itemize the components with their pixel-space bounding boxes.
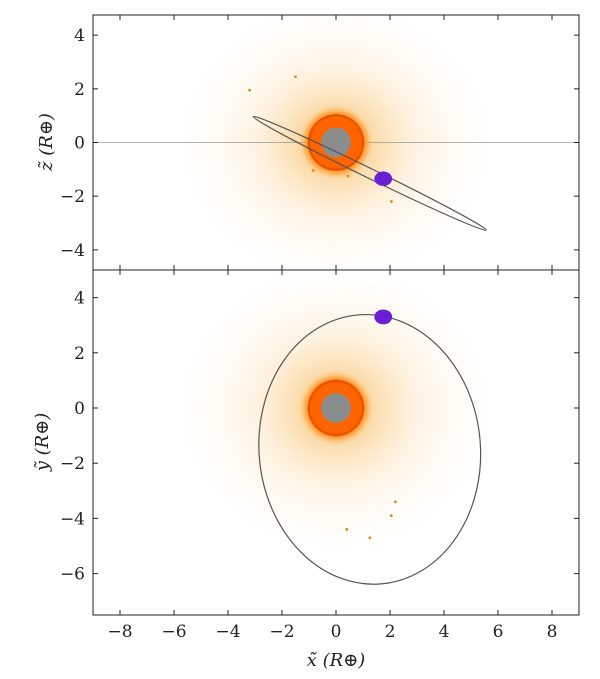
y-tick-label: −2 [60, 187, 85, 207]
bottom-x-axis-label: x̃ (R⊕) [307, 650, 366, 671]
bottom-y-ticks: 4 2 0 −2 −4 −6 [60, 289, 579, 585]
x-tick-label: −4 [215, 622, 240, 642]
top-orbit-ellipse [252, 115, 487, 231]
top-earth-core [321, 127, 351, 158]
bot-glow-edge [308, 380, 364, 436]
top-glow-edge [308, 114, 364, 171]
debris-point [389, 514, 393, 518]
x-tick-label: 2 [385, 622, 396, 642]
y-tick-label: 0 [74, 399, 85, 419]
x-tick-label: −8 [107, 622, 132, 642]
x-tick-label: 6 [493, 622, 504, 642]
bottom-satellite-marker [374, 309, 393, 325]
top-y-axis-label: z̃ (R⊕) [36, 113, 57, 172]
debris-point [368, 536, 372, 540]
bottom-debris-points [345, 500, 397, 540]
debris-point [345, 528, 349, 531]
bot-earth-core [321, 393, 351, 423]
x-tick-label: −6 [161, 622, 186, 642]
y-tick-label: 2 [74, 80, 85, 100]
bottom-central-body [299, 371, 373, 445]
x-tick-label: 4 [439, 622, 450, 642]
y-tick-label: −2 [60, 454, 85, 474]
bottom-panel: 4 2 0 −2 −4 −6 −8 −6 −4 −2 0 2 4 6 8 ỹ (R⊕) x̃ (R⊕) [32, 269, 580, 671]
bottom-orbit-ellipse [258, 313, 482, 585]
x-tick-label: 0 [331, 622, 342, 642]
bottom-y-axis-label: ỹ (R⊕) [32, 413, 53, 473]
y-tick-label: 4 [74, 289, 85, 309]
y-tick-label: −4 [60, 509, 85, 529]
debris-point [394, 500, 397, 504]
x-tick-label: 8 [547, 622, 558, 642]
y-tick-label: −6 [60, 565, 85, 585]
debris-point [389, 200, 393, 203]
debris-point [294, 75, 297, 79]
top-satellite-marker [374, 171, 393, 186]
y-tick-label: 2 [74, 344, 85, 364]
debris-point [248, 88, 252, 92]
top-central-body [299, 106, 373, 179]
top-panel: 4 2 0 −2 −4 z̃ (R⊕) [36, 14, 580, 271]
top-y-ticks: 4 2 0 −2 −4 [60, 15, 579, 270]
y-tick-label: −4 [60, 241, 85, 261]
bottom-x-ticks: −8 −6 −4 −2 0 2 4 6 8 [107, 270, 557, 642]
x-tick-label: −2 [269, 622, 294, 642]
y-tick-label: 4 [74, 26, 85, 46]
y-tick-label: 0 [74, 134, 85, 154]
